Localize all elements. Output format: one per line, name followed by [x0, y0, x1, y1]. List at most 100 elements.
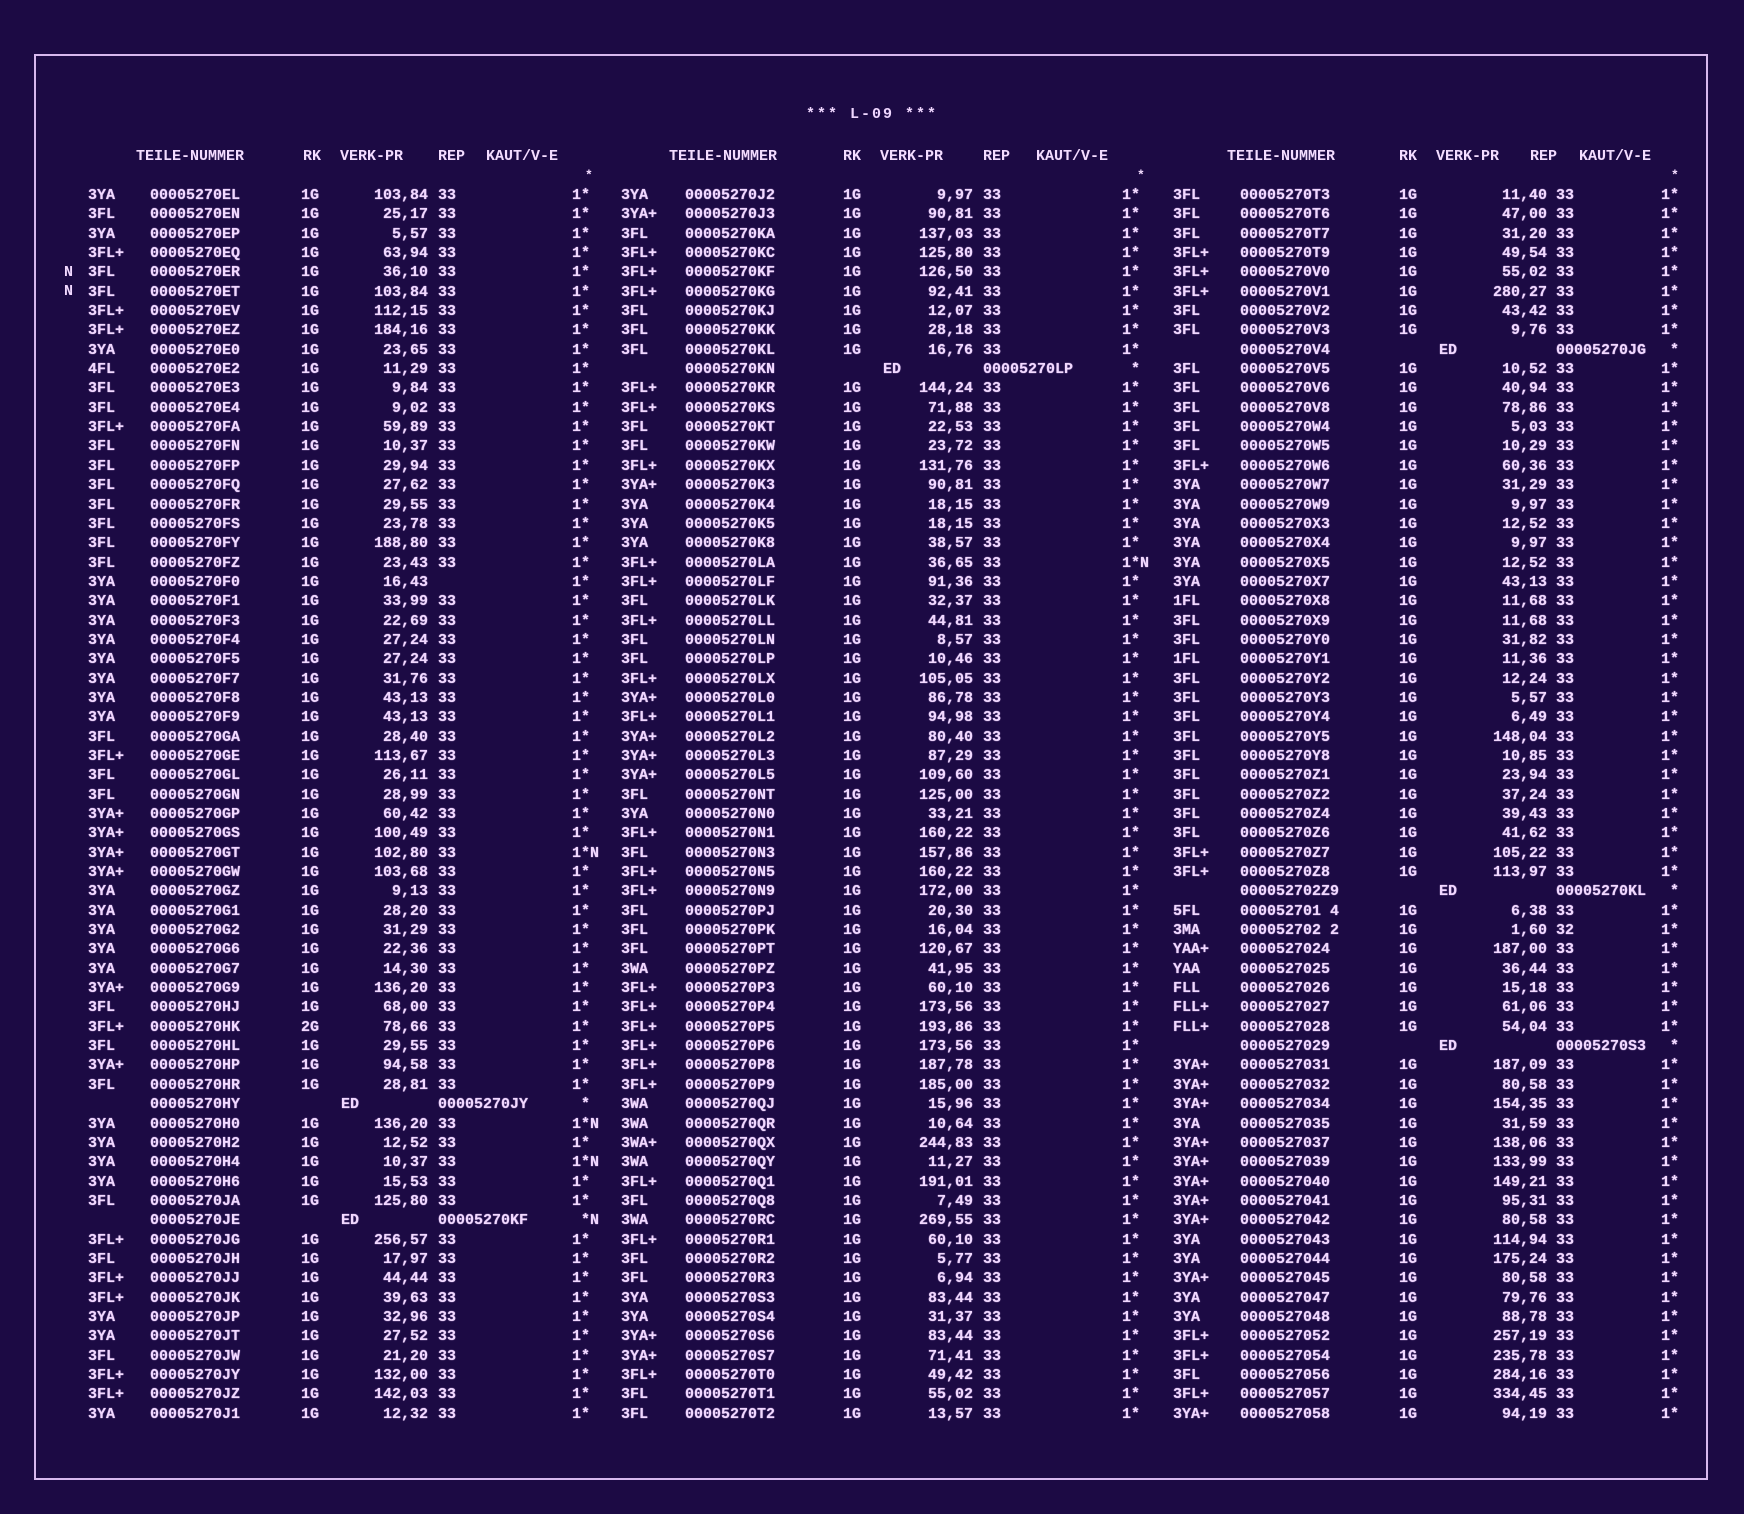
cell-rep: 33 [983, 941, 1002, 959]
cell-kaut: * [1670, 1038, 1680, 1056]
cell-rk: 1G [301, 1386, 320, 1404]
cell-type: 3FL [88, 535, 116, 553]
cell-type: 3FL [1173, 380, 1201, 398]
cell-rk: 1G [843, 515, 862, 533]
cell-price: 43,13 [382, 709, 428, 727]
cell-kaut: 1* [1661, 806, 1680, 823]
cell-part-number: 00005270K5 [685, 515, 776, 533]
cell-rep: 33 [1556, 438, 1575, 456]
cell-price: 55,02 [927, 1386, 973, 1404]
cell-rk: 1G [301, 341, 320, 359]
cell-kaut: 1* [1661, 322, 1680, 340]
cell-part-number: 00005270JE [150, 1212, 241, 1230]
cell-part-number: 00005270GP [150, 806, 241, 823]
cell-type: 3YA [88, 631, 116, 649]
cell-price: 12,07 [927, 303, 973, 321]
cell-kaut: 1* [572, 747, 591, 765]
cell-part-number: 00005270W5 [1240, 438, 1331, 456]
cell-rk: 1G [301, 1405, 320, 1423]
cell-rk: 1G [301, 380, 320, 398]
cell-type: 3YA+ [621, 1347, 658, 1365]
cell-type: 3FL [621, 1386, 649, 1404]
cell-kaut: 1* [1122, 1308, 1141, 1326]
cell-part-number: 00005270K3 [685, 477, 776, 495]
cell-rep: 33 [1556, 477, 1575, 495]
cell-price: 23,65 [382, 341, 428, 359]
cell-rk: 1G [301, 651, 320, 669]
cell-price: 5,57 [1510, 689, 1547, 707]
cell-part-number: 00005270EQ [150, 245, 241, 263]
cell-price: 49,42 [927, 1366, 973, 1384]
cell-part-number: 00005270V8 [1240, 399, 1331, 417]
cell-rep: 33 [438, 709, 457, 727]
cell-rk: ED [1439, 341, 1458, 359]
cell-part-number: 00005270Y0 [1240, 631, 1331, 649]
cell-rep: 33 [983, 1328, 1002, 1346]
cell-rep: 33 [983, 283, 1002, 301]
cell-price: 28,20 [382, 902, 428, 920]
cell-rk: 1G [301, 1250, 320, 1268]
cell-price: 44,81 [927, 612, 973, 630]
cell-type: 3FL+ [621, 1173, 658, 1191]
header-part-number: TEILE-NUMMER [136, 148, 245, 165]
cell-kaut: 1* [1122, 438, 1141, 456]
cell-kaut: 1* [1122, 883, 1141, 901]
cell-rk: 1G [1399, 399, 1418, 417]
cell-part-number: 00005270QJ [685, 1096, 776, 1114]
cell-rk: 1G [1399, 1057, 1418, 1075]
cell-type: 3YA+ [1173, 1212, 1210, 1230]
header-price: VERK-PR [340, 148, 404, 165]
cell-rk: 1G [1399, 438, 1418, 456]
cell-type: 3YA [88, 187, 116, 204]
cell-kaut: 1* [1661, 1154, 1680, 1172]
cell-price: 95,31 [1501, 1192, 1547, 1210]
cell-kaut: 1* [1122, 651, 1141, 669]
cell-kaut: 1* [1122, 670, 1141, 688]
cell-rk: 1G [301, 322, 320, 340]
cell-rep: 33 [1556, 264, 1575, 282]
cell-part-number: 00005270E2 [150, 361, 241, 379]
cell-rk: 1G [843, 728, 862, 746]
cell-kaut: 1* [572, 1405, 591, 1423]
cell-part-number: 00005270H2 [150, 1134, 241, 1152]
cell-rk: 1G [301, 1328, 320, 1346]
cell-type: 3YA+ [1173, 1173, 1210, 1191]
cell-rep: 33 [1556, 612, 1575, 630]
cell-type: 3FL [1173, 689, 1201, 707]
cell-part-number: 0000527048 [1240, 1308, 1331, 1326]
cell-type: 3FL [88, 399, 116, 417]
cell-part-number: 00005270R1 [685, 1231, 776, 1249]
cell-kaut: 1* [1661, 747, 1680, 765]
cell-kaut: 1* [572, 206, 591, 224]
cell-type: 3FL+ [1173, 1386, 1210, 1404]
cell-type: 3FL [621, 844, 649, 862]
cell-type: 3FL+ [621, 709, 658, 727]
cell-rep: 33 [438, 1386, 457, 1404]
cell-type: 3FL [88, 206, 116, 224]
cell-type: 3FL+ [1173, 264, 1210, 282]
cell-price: 25,17 [382, 206, 428, 224]
cell-rep: 33 [983, 1231, 1002, 1249]
cell-type: 3YA [88, 1115, 116, 1133]
cell-part-number: 00005270W9 [1240, 496, 1331, 514]
cell-rk: 1G [1399, 960, 1418, 978]
cell-price: 15,96 [927, 1096, 973, 1114]
cell-rep: 33 [983, 786, 1002, 804]
cell-price: 12,52 [1501, 554, 1547, 572]
cell-rk: 1G [1399, 612, 1418, 630]
cell-type: 3YA [621, 1289, 649, 1307]
cell-rep: 33 [1556, 1405, 1575, 1423]
cell-type: 3FL [621, 786, 649, 804]
cell-kaut: 1* [572, 1134, 591, 1152]
cell-price: 29,55 [382, 1038, 428, 1056]
cell-type: 3FL+ [621, 554, 658, 572]
cell-kaut: 1*N [572, 1154, 600, 1172]
cell-rep: 33 [1556, 825, 1575, 843]
cell-rep: 33 [1556, 283, 1575, 301]
cell-price: 78,66 [382, 1018, 428, 1036]
cell-part-number: 00005270V4 [1240, 341, 1331, 359]
cell-part-number: 00005270N3 [685, 844, 776, 862]
cell-type: 3FL [1173, 728, 1201, 746]
cell-part-number: 0000527037 [1240, 1134, 1331, 1152]
cell-rk: 1G [843, 283, 862, 301]
